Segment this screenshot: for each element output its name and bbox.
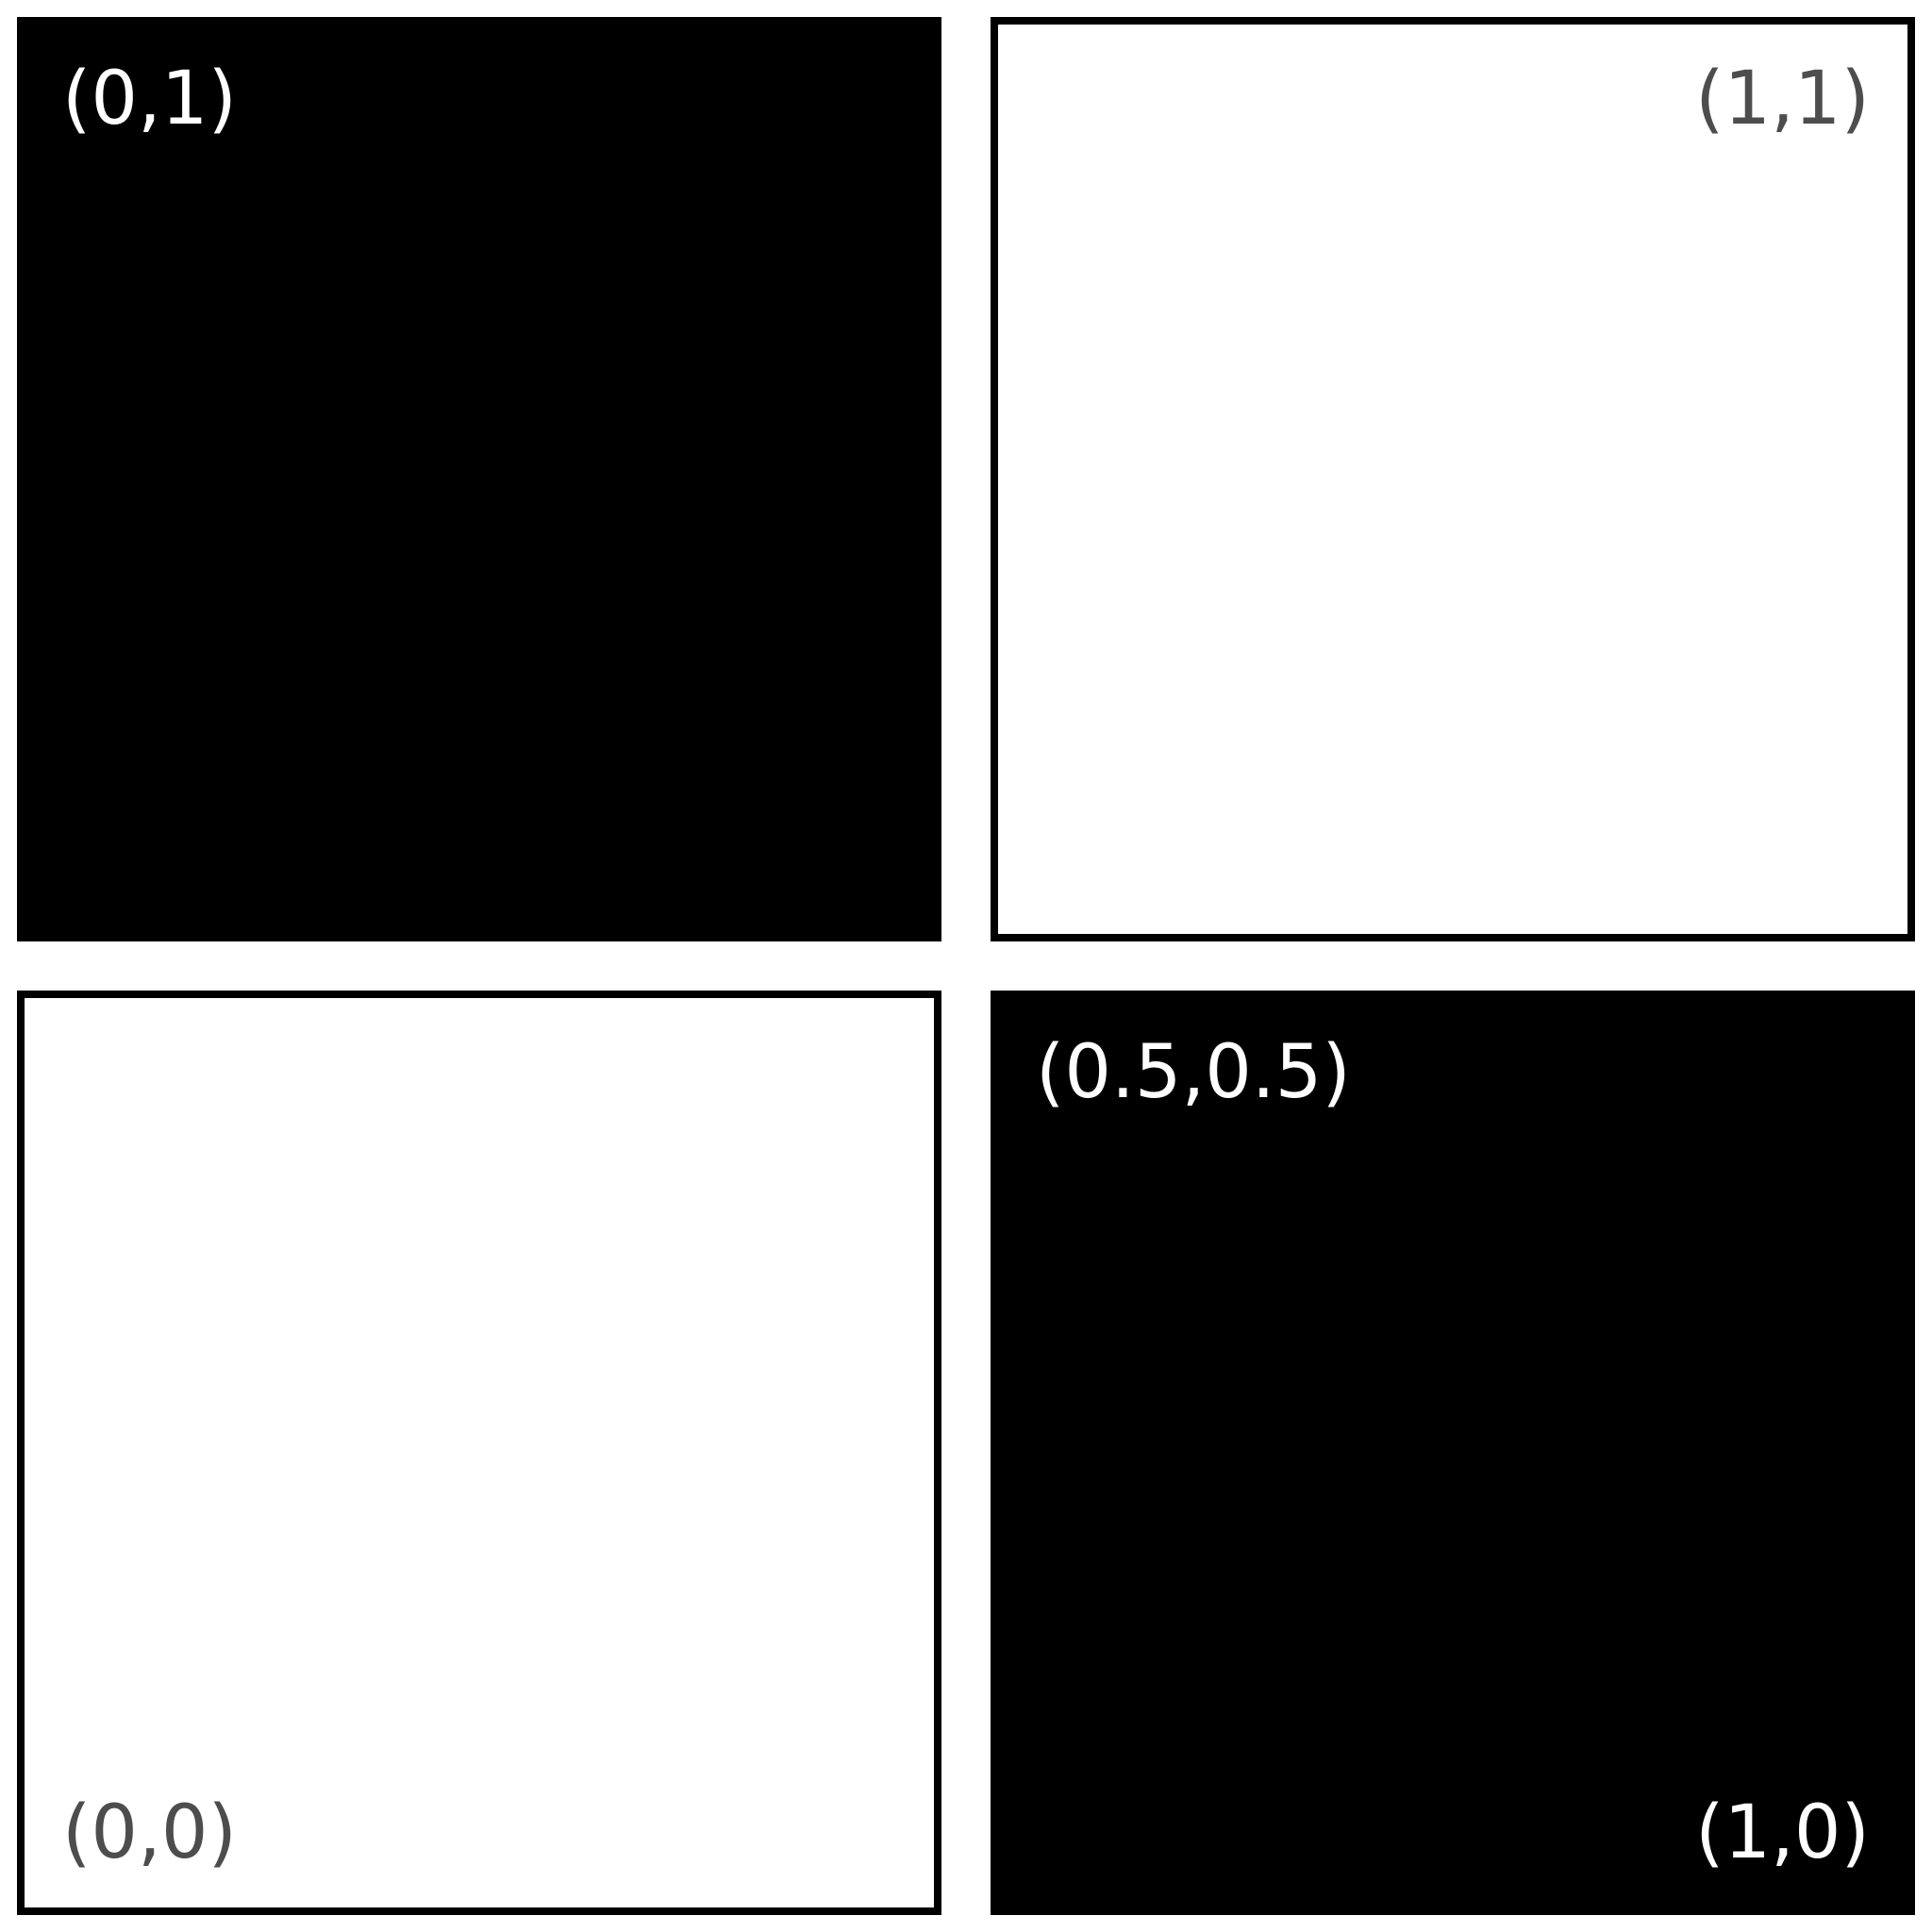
coordinate-grid-diagram: (0,1) (1,1) (0,0) (0.5,0.5) (1,0) (0, 0, 1932, 1932)
coord-label-0p5-0p5: (0.5,0.5) (1036, 1036, 1351, 1109)
coord-label-0-1: (0,1) (62, 62, 237, 136)
cell-bottom-right: (0.5,0.5) (1,0) (991, 991, 1915, 1915)
coord-label-1-0: (1,0) (1695, 1796, 1870, 1870)
cell-bottom-left: (0,0) (17, 991, 941, 1915)
cell-top-right: (1,1) (991, 17, 1915, 941)
coord-label-1-1: (1,1) (1695, 62, 1870, 136)
coord-label-0-0: (0,0) (62, 1796, 237, 1870)
cell-top-left: (0,1) (17, 17, 941, 941)
